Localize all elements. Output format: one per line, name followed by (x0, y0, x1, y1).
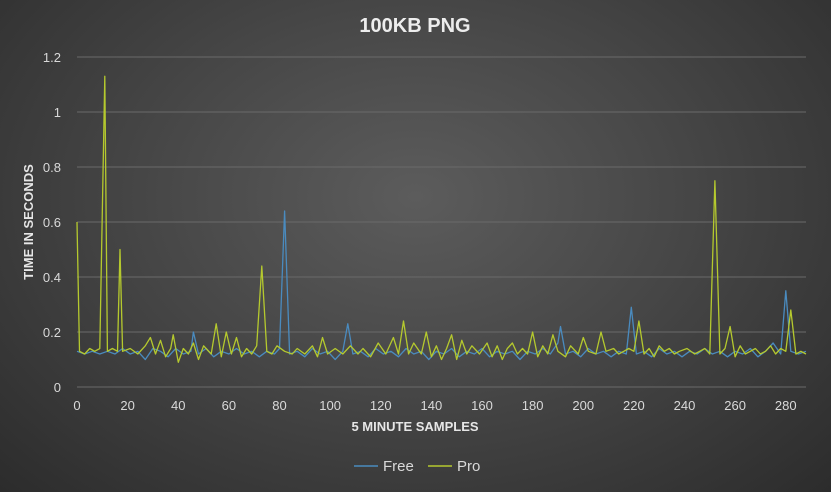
y-tick-label: 0.4 (43, 270, 61, 285)
y-tick-label: 0.6 (43, 215, 61, 230)
x-axis-title: 5 MINUTE SAMPLES (351, 419, 478, 434)
x-tick-label: 160 (471, 398, 493, 413)
x-tick-label: 220 (623, 398, 645, 413)
y-axis-title: TIME IN SECONDS (21, 164, 36, 280)
x-tick-label: 100 (319, 398, 341, 413)
x-tick-label: 240 (674, 398, 696, 413)
y-tick-label: 0.2 (43, 325, 61, 340)
x-tick-label: 60 (222, 398, 236, 413)
x-tick-label: 140 (421, 398, 443, 413)
x-tick-label: 280 (775, 398, 797, 413)
y-tick-label: 1 (54, 105, 61, 120)
chart-title: 100KB PNG (359, 15, 470, 37)
series-line-pro (76, 75, 807, 363)
x-tick-label: 260 (724, 398, 746, 413)
y-tick-label: 0.8 (43, 160, 61, 175)
y-tick-label: 1.2 (43, 50, 61, 65)
x-tick-label: 120 (370, 398, 392, 413)
x-tick-label: 180 (522, 398, 544, 413)
legend-label-pro: Pro (457, 458, 480, 475)
series-line-free (76, 210, 807, 361)
x-tick-label: 200 (572, 398, 594, 413)
x-tick-label: 20 (120, 398, 134, 413)
legend-label-free: Free (383, 458, 414, 475)
x-tick-label: 40 (171, 398, 185, 413)
y-tick-label: 0 (54, 380, 61, 395)
x-tick-label: 80 (272, 398, 286, 413)
x-tick-label: 0 (73, 398, 80, 413)
